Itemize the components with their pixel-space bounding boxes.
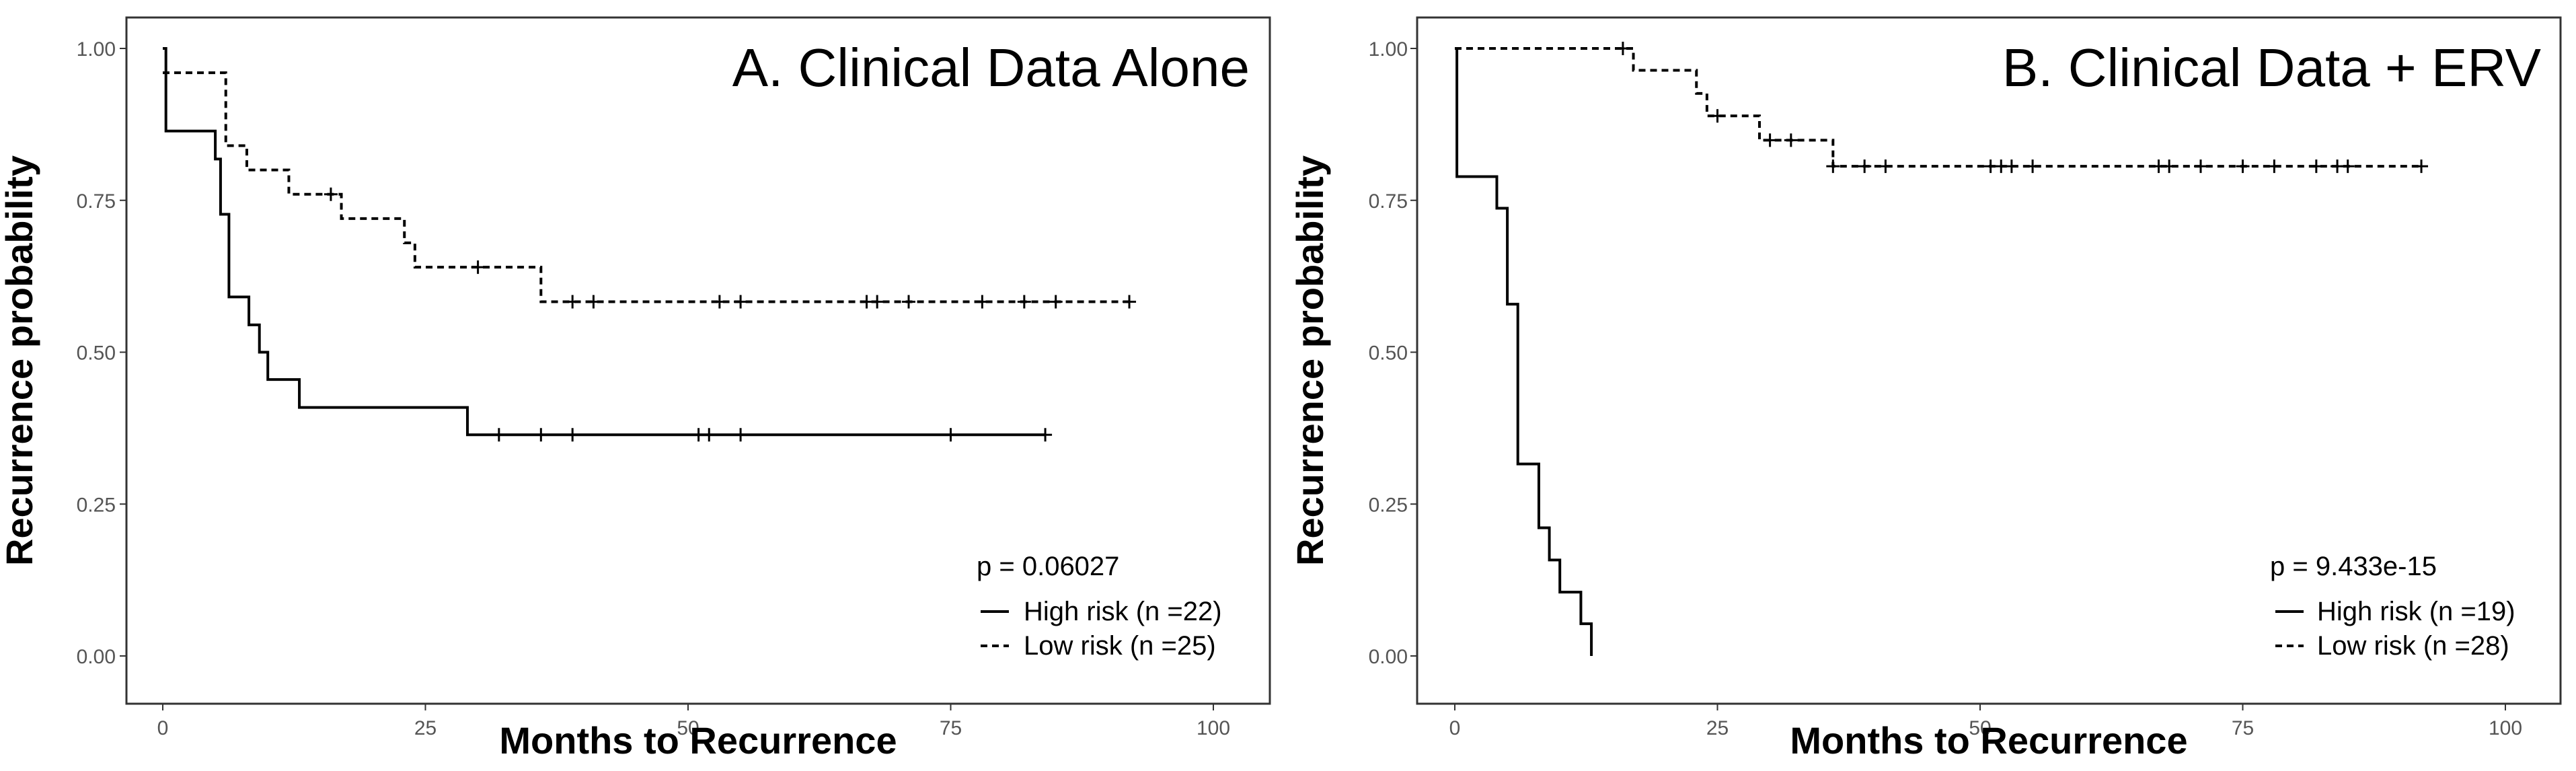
x-tick-label: 50	[1969, 717, 1991, 739]
censor-mark	[566, 295, 580, 309]
censor-mark	[702, 428, 716, 442]
censor-mark	[2026, 159, 2040, 174]
y-tick-label: 0.00	[77, 646, 116, 668]
censor-mark	[1784, 133, 1798, 147]
censor-mark	[1049, 295, 1063, 309]
x-axis-title: Months to Recurrence	[1790, 719, 2187, 762]
censor-mark	[534, 428, 548, 442]
y-tick-label: 0.75	[77, 190, 116, 213]
censor-mark	[2194, 159, 2208, 174]
x-tick-label: 75	[940, 717, 962, 739]
censor-mark	[2341, 159, 2355, 174]
censor-mark	[1879, 159, 1893, 174]
plot-border	[1416, 16, 2562, 705]
x-tick-label: 50	[677, 717, 699, 739]
censor-mark	[2309, 159, 2323, 174]
y-tick-label: 0.75	[1369, 190, 1408, 213]
x-tick-label: 0	[1449, 717, 1461, 739]
legend-label-high-risk: High risk (n =19)	[2317, 597, 2515, 626]
y-tick-label: 1.00	[1369, 38, 1408, 61]
x-tick-label: 100	[1197, 717, 1230, 739]
censor-mark	[712, 295, 726, 309]
plot-border	[125, 16, 1271, 705]
censor-mark	[2162, 159, 2176, 174]
censor-mark	[1858, 159, 1872, 174]
low-risk-curve	[163, 71, 1130, 303]
censor-mark	[944, 428, 958, 442]
y-tick-label: 0.25	[77, 494, 116, 516]
censor-mark	[1616, 42, 1630, 55]
censor-mark	[566, 428, 580, 442]
legend-label-low-risk: Low risk (n =25)	[1024, 631, 1216, 661]
censor-mark	[1826, 159, 1840, 174]
y-tick-label: 0.25	[1369, 494, 1408, 516]
x-tick-label: 0	[157, 717, 169, 739]
panel-b: 0 25 50 75 100 0.00 0.25 0.50 0.75 1.00 Months to …	[1289, 16, 2562, 762]
legend-label-high-risk: High risk (n =22)	[1024, 597, 1222, 626]
y-tick-label: 0.00	[1369, 646, 1408, 668]
panel-title: A. Clinical Data Alone	[732, 38, 1250, 98]
censor-mark	[586, 295, 601, 309]
censor-mark	[2004, 159, 2018, 174]
censor-mark	[492, 428, 506, 442]
legend-label-low-risk: Low risk (n =28)	[2317, 631, 2509, 661]
high-risk-curve	[1455, 47, 1593, 656]
x-tick-label: 100	[2489, 717, 2522, 739]
censor-mark	[2415, 159, 2429, 174]
high-risk-curve	[163, 47, 1046, 437]
panel-title: B. Clinical Data + ERV	[2002, 38, 2542, 98]
y-axis-title: Recurrence probability	[1289, 155, 1331, 566]
censor-mark	[324, 187, 338, 201]
y-tick-label: 0.50	[77, 342, 116, 365]
censor-mark	[2267, 159, 2281, 174]
censor-mark	[734, 295, 748, 309]
x-axis-title: Months to Recurrence	[499, 719, 897, 762]
panel-a: 0 25 50 75 100 0.00 0.25 0.50 0.75 1.00 Months to …	[0, 16, 1271, 762]
y-axis-title: Recurrence probability	[0, 155, 40, 566]
y-tick-label: 0.50	[1369, 342, 1408, 365]
p-value-label: p = 9.433e-15	[2270, 552, 2437, 581]
x-tick-label: 75	[2232, 717, 2254, 739]
censor-mark	[734, 428, 748, 442]
censor-mark	[1017, 295, 1031, 309]
low-risk-curve	[1455, 47, 2422, 168]
censor-mark	[1038, 428, 1053, 442]
censor-mark	[1763, 133, 1777, 147]
p-value-label: p = 0.06027	[977, 552, 1119, 581]
x-tick-label: 25	[414, 717, 437, 739]
censor-mark	[975, 295, 989, 309]
censor-mark	[1123, 295, 1137, 309]
y-tick-label: 1.00	[77, 38, 116, 61]
x-tick-label: 25	[1706, 717, 1729, 739]
censor-mark	[870, 295, 884, 309]
censor-mark	[1710, 109, 1725, 123]
censor-mark	[471, 260, 485, 274]
censor-mark	[902, 295, 916, 309]
censor-mark	[2236, 159, 2250, 174]
